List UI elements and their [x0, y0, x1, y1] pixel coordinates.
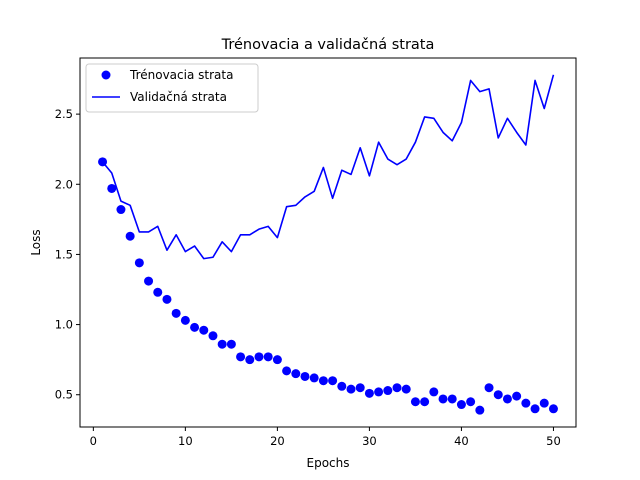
training-loss-point: [107, 183, 117, 193]
legend-label-validation: Validačná strata: [130, 90, 227, 104]
training-loss-point: [530, 404, 540, 414]
training-loss-point: [153, 287, 163, 297]
training-loss-point: [300, 371, 310, 381]
axes-ticks: 0 10 20 30 40 50 0.5 1.0 1.5 2.0 2.5: [55, 107, 561, 448]
training-loss-point: [502, 394, 512, 404]
x-tick-label: 40: [454, 434, 469, 448]
training-loss-point: [208, 331, 218, 341]
training-loss-point: [466, 397, 476, 407]
training-loss-point: [116, 205, 126, 215]
y-tick-label: 2.0: [55, 177, 73, 191]
y-tick-label: 1.0: [55, 318, 73, 332]
training-loss-point: [180, 315, 190, 325]
x-axis-label: Epochs: [307, 456, 350, 470]
training-loss-point: [374, 387, 384, 397]
training-loss-point: [383, 386, 393, 396]
training-loss-point: [438, 394, 448, 404]
training-loss-point: [410, 397, 420, 407]
chart-title: Trénovacia a validačná strata: [221, 37, 435, 53]
training-loss-point: [346, 384, 356, 394]
training-loss-point: [337, 381, 347, 391]
training-loss-point: [539, 398, 549, 408]
legend-marker-training: [101, 70, 111, 80]
plot-content: [98, 74, 558, 415]
y-tick-label: 1.5: [55, 247, 73, 261]
training-loss-point: [272, 355, 282, 365]
training-loss-point: [217, 339, 227, 349]
training-loss-point: [548, 404, 558, 414]
training-loss-point: [484, 383, 494, 393]
legend-box: [85, 63, 259, 113]
training-loss-point: [512, 391, 522, 401]
y-axis-label: Loss: [29, 229, 43, 255]
x-tick-label: 20: [270, 434, 285, 448]
training-loss-point: [309, 373, 319, 383]
y-tick-label: 0.5: [55, 388, 73, 402]
training-loss-point: [263, 352, 273, 362]
training-loss-point: [318, 376, 328, 386]
training-loss-point: [125, 231, 135, 241]
training-loss-point: [392, 383, 402, 393]
validation-loss-line: [101, 74, 555, 260]
training-loss-point: [429, 387, 439, 397]
x-tick-label: 30: [362, 434, 377, 448]
training-loss-point: [291, 369, 301, 379]
training-loss-point: [355, 383, 365, 393]
training-loss-point: [364, 388, 374, 398]
training-loss-point: [98, 157, 108, 167]
training-loss-point: [401, 384, 411, 394]
training-loss-point: [226, 339, 236, 349]
training-loss-point: [171, 308, 181, 318]
legend: Trénovacia strata Validačná strata: [85, 63, 259, 113]
legend-label-training: Trénovacia strata: [129, 68, 233, 82]
x-tick-label: 0: [90, 434, 97, 448]
training-loss-point: [254, 352, 264, 362]
training-loss-point: [521, 398, 531, 408]
training-loss-point: [493, 390, 503, 400]
training-loss-point: [475, 405, 485, 415]
y-tick-label: 2.5: [55, 107, 73, 121]
x-tick-label: 50: [546, 434, 561, 448]
training-loss-point: [162, 294, 172, 304]
training-loss-point: [190, 322, 200, 332]
training-loss-point: [282, 366, 292, 376]
training-loss-point: [236, 352, 246, 362]
training-loss-point: [144, 276, 154, 286]
training-loss-point: [199, 325, 209, 335]
training-loss-point: [447, 394, 457, 404]
training-loss-point: [134, 258, 144, 268]
training-loss-point: [245, 355, 255, 365]
x-tick-label: 10: [178, 434, 193, 448]
plot-frame: [79, 57, 577, 428]
training-loss-point: [456, 400, 466, 410]
training-loss-point: [420, 397, 430, 407]
training-loss-point: [328, 376, 338, 386]
